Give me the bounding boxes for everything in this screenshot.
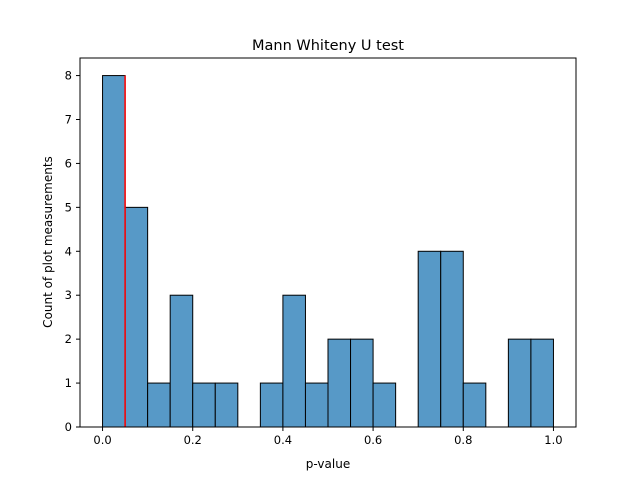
histogram-bar <box>327 338 352 428</box>
histogram-bar <box>372 382 397 428</box>
histogram-bar <box>282 294 306 428</box>
histogram-bar <box>169 294 194 428</box>
histogram-bar <box>124 206 149 428</box>
histogram-bar <box>147 382 171 428</box>
histogram-bar <box>507 338 532 428</box>
y-tick-label: 4 <box>65 244 72 258</box>
histogram-bar <box>214 382 239 428</box>
x-tick-label: 0.8 <box>454 433 472 447</box>
y-tick-label: 5 <box>65 200 72 214</box>
y-tick-label: 2 <box>65 332 72 346</box>
histogram-bar <box>259 382 284 428</box>
y-tick-label: 0 <box>65 420 72 434</box>
x-tick-label: 0.6 <box>364 433 382 447</box>
x-tick-label: 0.4 <box>274 433 292 447</box>
histogram-bar <box>440 250 464 428</box>
chart-title: Mann Whiteny U test <box>252 38 404 54</box>
axes-layer: 0.0 0.2 0.4 0.6 0.8 1.0 0 1 2 3 4 5 6 7 8 <box>65 57 577 447</box>
y-tick-label: 7 <box>65 113 72 127</box>
histogram-bar <box>530 338 554 428</box>
y-axis-label: Count of plot measurements <box>41 156 55 328</box>
x-tick-label: 0.2 <box>184 433 202 447</box>
y-tick-label: 1 <box>65 376 72 390</box>
histogram-bar <box>102 75 126 428</box>
y-tick-label: 6 <box>65 156 72 170</box>
y-tick-label: 8 <box>65 69 72 83</box>
x-tick-label: 0.0 <box>93 433 111 447</box>
histogram-bar <box>462 382 487 428</box>
x-axis-label: p-value <box>306 457 350 471</box>
histogram-bar <box>304 382 329 428</box>
plot-frame <box>79 57 577 428</box>
y-tick-label: 3 <box>65 288 72 302</box>
x-tick-label: 1.0 <box>544 433 562 447</box>
histogram-bar <box>350 338 374 428</box>
bars-layer <box>102 75 554 428</box>
histogram-bar <box>192 382 216 428</box>
histogram-bar <box>417 250 442 428</box>
